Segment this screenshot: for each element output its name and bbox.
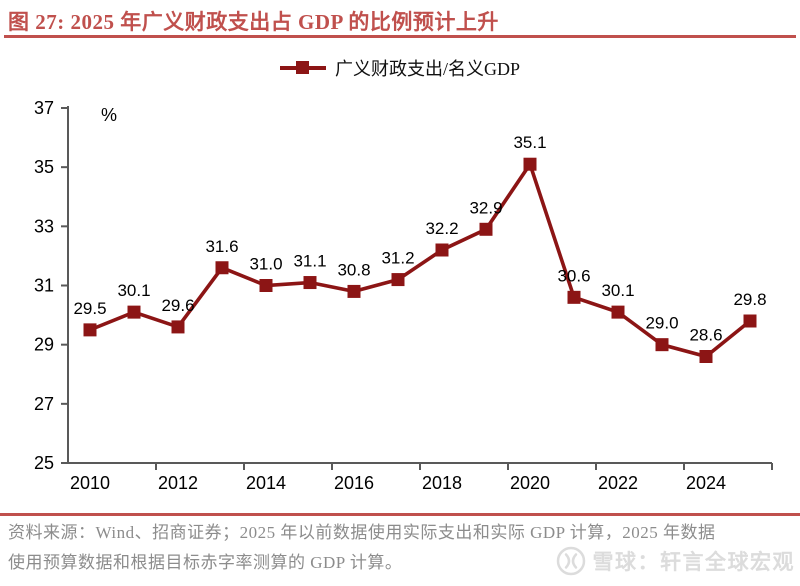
data-point-marker — [303, 276, 317, 290]
data-point-marker — [655, 338, 669, 352]
y-tick-label: 37 — [34, 98, 54, 118]
legend-series-marker-icon — [279, 61, 326, 75]
chart-legend: 广义财政支出/名义GDP — [0, 55, 800, 81]
legend-series-label: 广义财政支出/名义GDP — [334, 59, 520, 79]
data-point-marker — [523, 157, 537, 171]
x-tick-label: 2016 — [334, 473, 374, 493]
data-point-label: 31.2 — [381, 249, 414, 268]
data-point-label: 29.0 — [645, 314, 678, 333]
data-point-marker — [743, 314, 757, 328]
y-tick-label: 31 — [34, 276, 54, 296]
data-point-marker — [435, 243, 449, 257]
line-chart: 37 35 33 31 29 27 25% 2010 2012 2014 2016 2018 2020 2… — [34, 98, 773, 493]
watermark-text: 雪球：轩言全球宏观 — [592, 551, 795, 574]
data-point-label: 29.5 — [73, 299, 106, 318]
watermark: 雪球：轩言全球宏观 — [556, 546, 796, 576]
y-tick-label: 33 — [34, 216, 54, 236]
data-point-label: 31.1 — [293, 252, 326, 271]
x-tick-label: 2024 — [686, 473, 726, 493]
data-point-label: 29.8 — [733, 290, 766, 309]
y-tick-label: 29 — [34, 335, 54, 355]
y-tick-label: 35 — [34, 157, 54, 177]
source-note: 资料来源：Wind、招商证券；2025 年以前数据使用实际支出和实际 GDP 计… — [8, 518, 796, 578]
series-line — [89, 160, 752, 359]
data-point-label: 32.9 — [469, 198, 502, 217]
data-point-label: 31.6 — [205, 237, 238, 256]
data-point-label: 30.1 — [601, 281, 634, 300]
data-point-label: 30.8 — [337, 260, 370, 279]
data-point-marker — [479, 222, 493, 236]
data-point-label: 28.6 — [689, 326, 722, 345]
data-point-marker — [391, 273, 405, 287]
data-point-label: 30.1 — [117, 281, 150, 300]
xueqiu-logo-icon — [556, 546, 585, 576]
x-tick-label: 2018 — [422, 473, 462, 493]
data-point-label: 31.0 — [249, 255, 282, 274]
data-point-marker — [567, 290, 581, 304]
footer-divider — [0, 513, 800, 516]
source-note-line1: 资料来源：Wind、招商证券；2025 年以前数据使用实际支出和实际 GDP 计… — [8, 523, 716, 542]
data-point-marker — [699, 350, 713, 363]
data-point-marker — [127, 305, 141, 319]
y-tick-label: 27 — [34, 394, 54, 414]
data-point-marker — [611, 305, 625, 319]
x-tick-label: 2022 — [598, 473, 638, 493]
source-note-line2: 使用预算数据和根据目标赤字率测算的 GDP 计算。 — [8, 553, 403, 572]
x-tick-label: 2012 — [158, 473, 198, 493]
data-point-marker — [259, 279, 273, 292]
data-point-label: 30.6 — [557, 266, 590, 285]
data-point-marker — [215, 261, 229, 275]
title-divider — [4, 35, 796, 38]
data-point-marker — [347, 284, 361, 298]
x-tick-label: 2014 — [246, 473, 286, 493]
data-point-marker — [171, 320, 185, 334]
x-tick-label: 2020 — [510, 473, 550, 493]
figure-title: 图 27: 2025 年广义财政支出占 GDP 的比例预计上升 — [8, 10, 499, 34]
y-tick-label: 25 — [34, 453, 54, 473]
data-point-marker — [83, 323, 97, 337]
data-point-label: 29.6 — [161, 296, 194, 315]
x-tick-label: 2010 — [70, 473, 110, 493]
y-axis-unit-label: % — [101, 105, 117, 125]
data-point-label: 32.2 — [425, 219, 458, 238]
data-point-label: 35.1 — [513, 133, 546, 152]
